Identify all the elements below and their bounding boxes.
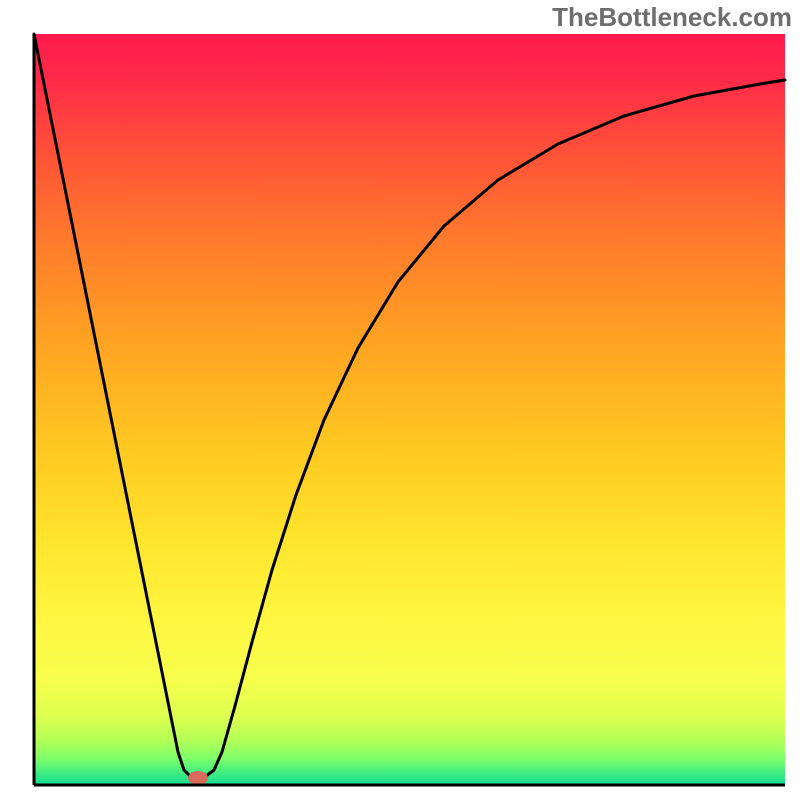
chart-svg	[0, 0, 800, 800]
watermark-text: TheBottleneck.com	[552, 2, 792, 33]
plot-gradient-background	[34, 34, 785, 785]
optimum-marker	[188, 771, 208, 785]
chart-container: TheBottleneck.com	[0, 0, 800, 800]
